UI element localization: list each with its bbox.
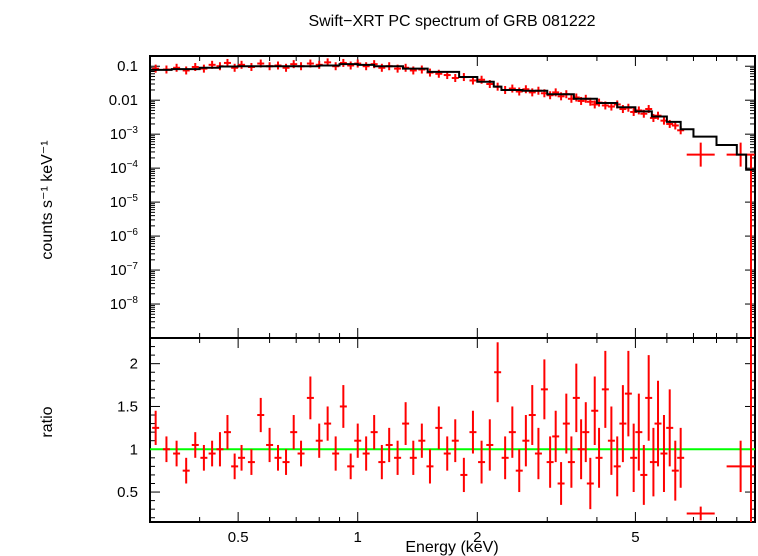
y-tick-label: 1 xyxy=(130,441,138,458)
x-tick-label: 2 xyxy=(473,529,481,546)
y-tick-label: 10−6 xyxy=(110,227,139,245)
y-tick-label: 10−3 xyxy=(110,125,139,143)
y-tick-label: 0.1 xyxy=(117,58,138,75)
y-tick-label: 10−7 xyxy=(110,261,139,279)
x-tick-label: 5 xyxy=(631,529,639,546)
ratio-frame xyxy=(149,337,756,523)
ratio-panel: 0.5 1 2 5 0.5 1 1.5 2 xyxy=(117,337,756,546)
y-tick-label: 2 xyxy=(130,356,138,373)
x-tick-label: 0.5 xyxy=(228,529,249,546)
model-line xyxy=(150,63,756,192)
x-tick-label: 1 xyxy=(354,529,362,546)
y-tick-label: 1.5 xyxy=(117,398,138,415)
y-tick-label: 10−8 xyxy=(110,295,139,313)
y-tick-label: 10−4 xyxy=(110,159,139,177)
x-axis-label: Energy (keV) xyxy=(405,539,498,556)
spectrum-panel: 0.1 0.01 10−3 10−4 10−5 10−6 10−7 10−8 xyxy=(109,55,756,339)
chart-title: Swift−XRT PC spectrum of GRB 081222 xyxy=(308,13,595,30)
y-tick-label: 0.01 xyxy=(109,92,138,109)
y-tick-label: 10−5 xyxy=(110,193,139,211)
spectrum-frame xyxy=(149,55,756,339)
y-tick-label: 0.5 xyxy=(117,484,138,501)
ratio-y-axis-label: ratio xyxy=(39,406,56,437)
spectrum-y-axis-label: counts s⁻¹ keV⁻¹ xyxy=(39,140,56,259)
